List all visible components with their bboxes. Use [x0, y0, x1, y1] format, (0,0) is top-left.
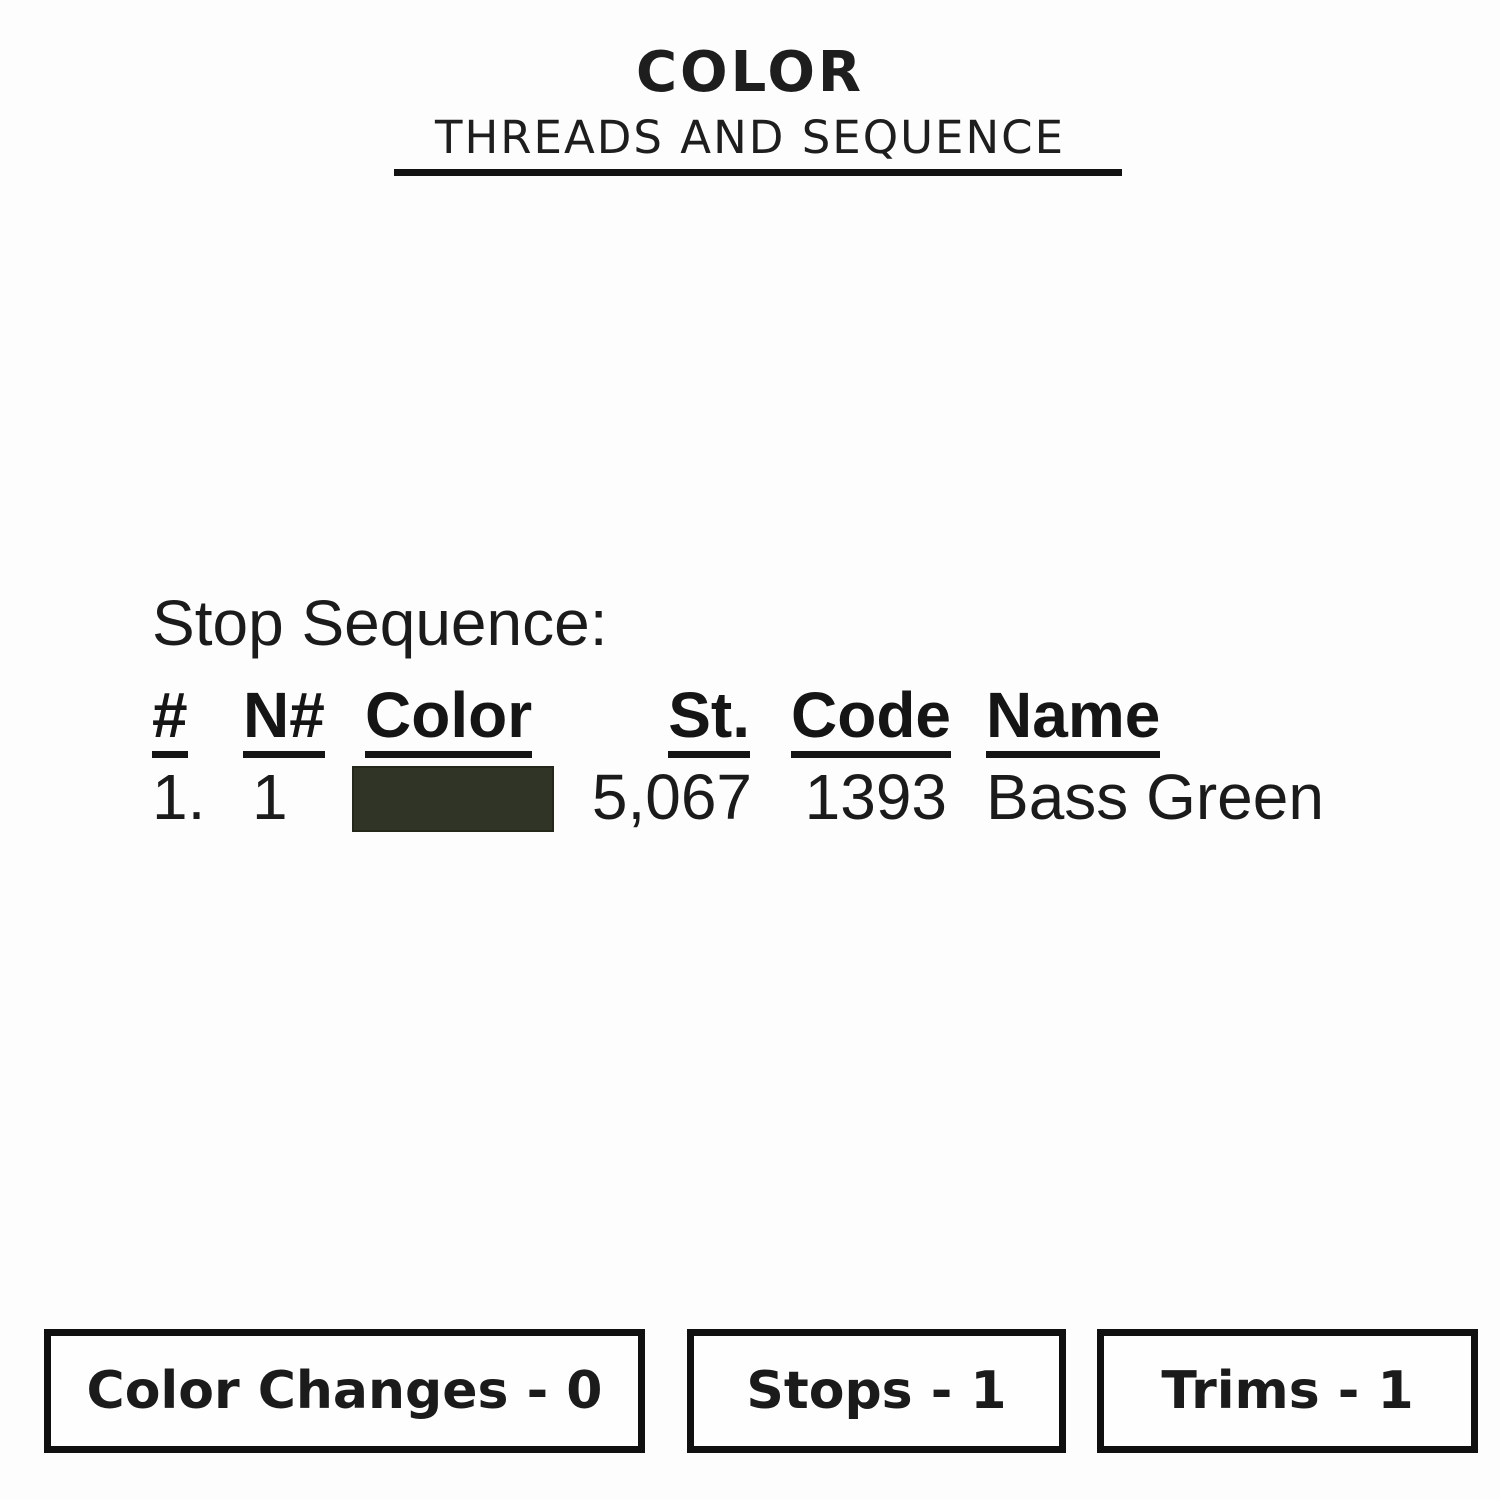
row-needle-cell: 1 — [252, 761, 288, 833]
thread-color-swatch — [352, 766, 554, 832]
title-underline-rule — [394, 169, 1122, 176]
trims-box: Trims - 1 — [1097, 1329, 1478, 1453]
stops-box: Stops - 1 — [687, 1329, 1066, 1453]
page-title: COLOR — [635, 40, 865, 105]
trims-label: Trims - 1 — [1161, 1361, 1414, 1421]
row-stitches-cell: 5,067 — [591, 761, 752, 833]
column-header-stitches: St. — [668, 681, 750, 759]
stops-label: Stops - 1 — [746, 1361, 1007, 1421]
color-changes-label: Color Changes - 0 — [86, 1361, 603, 1421]
column-header-number: # — [152, 681, 188, 759]
column-header-color: Color — [365, 681, 533, 759]
column-header-name: Name — [986, 681, 1161, 759]
row-code-cell: 1393 — [804, 761, 947, 833]
column-header-needle: N# — [243, 681, 325, 759]
row-number-cell: 1. — [152, 761, 206, 833]
column-header-code: Code — [791, 681, 951, 759]
row-name-cell: Bass Green — [986, 761, 1324, 833]
stop-sequence-label: Stop Sequence: — [152, 587, 608, 659]
color-changes-box: Color Changes - 0 — [44, 1329, 645, 1453]
page-subtitle: THREADS AND SEQUENCE — [434, 111, 1066, 164]
